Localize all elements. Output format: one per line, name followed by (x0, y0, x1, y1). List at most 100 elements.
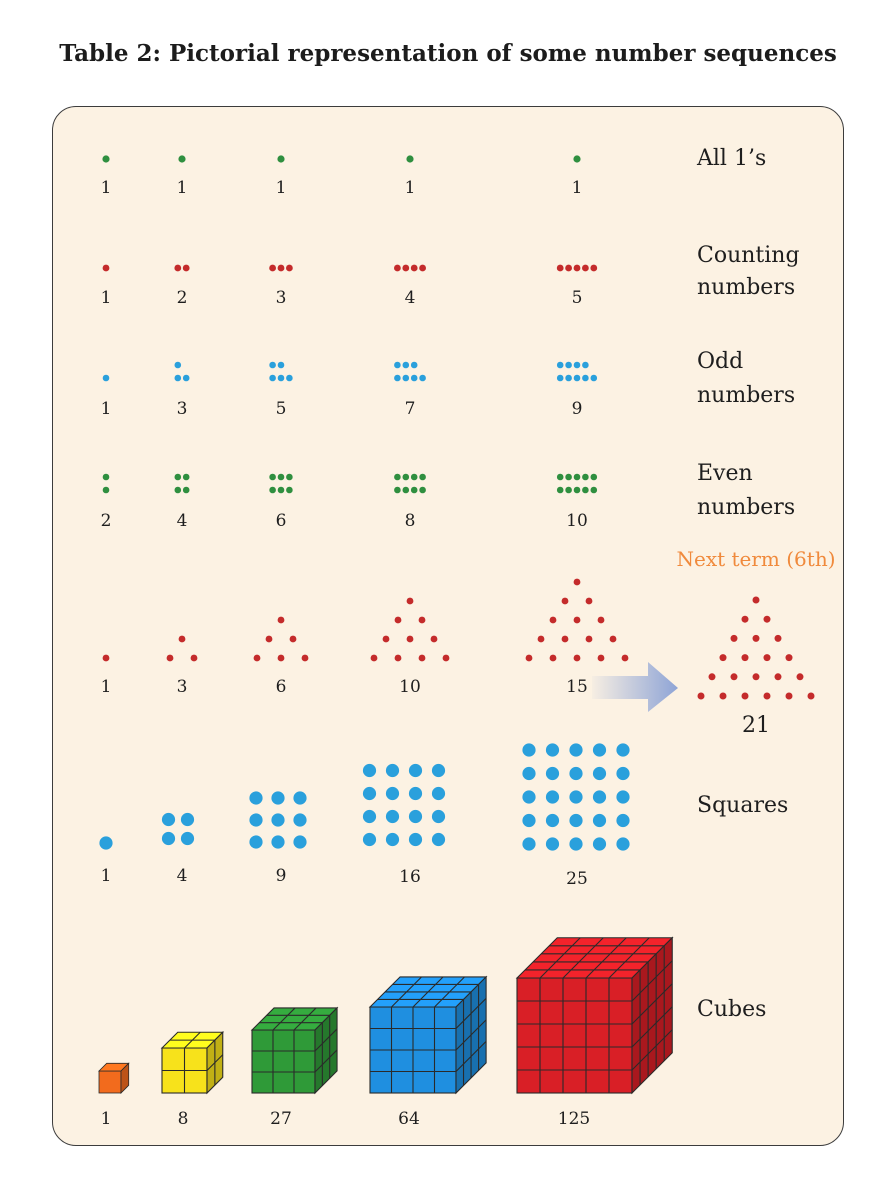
cube-side (631, 936, 673, 1095)
dot (573, 473, 581, 481)
dot (582, 361, 589, 369)
dot (741, 615, 749, 623)
even-term-label: 6 (276, 511, 287, 531)
dot (394, 654, 402, 662)
dot (271, 791, 285, 805)
dot (545, 766, 560, 781)
even-term-label: 8 (405, 511, 416, 531)
cube-front (251, 1029, 316, 1094)
dot (269, 264, 276, 272)
even-row (102, 473, 598, 494)
dot (592, 813, 607, 828)
dot (545, 743, 560, 757)
dot (408, 832, 423, 847)
dot (180, 812, 195, 827)
ones-term-label: 1 (572, 178, 583, 198)
dot (99, 836, 113, 850)
dot (774, 634, 782, 642)
dot (431, 763, 446, 778)
sequence-panel (52, 106, 844, 1146)
dot (549, 616, 557, 624)
counting-row (102, 264, 598, 272)
triangular-row (102, 578, 629, 662)
dot (406, 155, 414, 163)
dot (385, 786, 400, 801)
counting-term-label: 5 (572, 288, 583, 308)
counting-term-label: 1 (101, 288, 112, 308)
dot (616, 813, 630, 828)
counting-row-label: numbers (697, 275, 795, 300)
dot (585, 635, 593, 643)
even-term-label: 10 (566, 511, 588, 531)
odd-row-label: numbers (697, 383, 795, 408)
dot (382, 635, 390, 643)
dot (522, 837, 536, 851)
cubes-term-label: 64 (398, 1109, 420, 1129)
dot (545, 790, 560, 804)
odd-term-label: 9 (572, 399, 583, 419)
dot (556, 361, 564, 369)
squares-term-label: 1 (101, 866, 112, 886)
dot (419, 264, 426, 272)
next-term-arrow (592, 662, 678, 712)
cube (160, 1030, 225, 1095)
dot (182, 473, 190, 481)
dot (592, 790, 607, 804)
even-row-label: numbers (697, 495, 795, 520)
dot (556, 264, 564, 272)
figure-title: Table 2: Pictorial representation of som… (59, 40, 837, 67)
dot (419, 473, 426, 481)
dot (763, 615, 771, 623)
odd-term-label: 5 (276, 399, 287, 419)
dot (102, 473, 110, 481)
dot (271, 813, 285, 827)
dot (621, 654, 629, 662)
squares-term-label: 25 (566, 869, 588, 889)
dot (180, 831, 195, 846)
dot (573, 374, 581, 382)
dot (573, 361, 581, 369)
next-term-triangle (697, 596, 815, 700)
counting-term-label: 3 (276, 288, 287, 308)
dot (277, 654, 285, 662)
dot (556, 473, 564, 481)
triangular-term-label: 3 (177, 677, 188, 697)
dot (763, 654, 771, 662)
dot (719, 692, 727, 700)
squares-row-label: Squares (697, 793, 788, 818)
dot (102, 486, 110, 494)
dot (269, 374, 276, 382)
cube (250, 1006, 339, 1095)
dot (569, 837, 583, 851)
dot (178, 635, 186, 643)
cube (368, 975, 488, 1095)
dot (362, 809, 377, 824)
dot (592, 837, 607, 851)
triangular-term-label: 1 (101, 677, 112, 697)
dot (522, 813, 536, 828)
dot (277, 361, 285, 369)
odd-term-label: 3 (177, 399, 188, 419)
dot (362, 763, 377, 778)
dot (286, 264, 293, 272)
dot (174, 473, 182, 481)
dot (590, 473, 598, 481)
dot (286, 486, 293, 494)
dot (592, 766, 607, 781)
even-term-label: 4 (177, 511, 188, 531)
dot (431, 809, 446, 824)
dot (385, 763, 400, 778)
dot (249, 791, 263, 805)
dot (590, 486, 598, 494)
triangular-term-label: 6 (276, 677, 287, 697)
dot (442, 654, 450, 662)
dot (418, 616, 426, 624)
dot (402, 361, 410, 369)
dot (752, 596, 760, 604)
dot (190, 654, 198, 662)
dot (719, 654, 727, 662)
dot (174, 361, 182, 369)
dot (182, 264, 190, 272)
dot (616, 790, 630, 804)
dot (394, 486, 401, 494)
